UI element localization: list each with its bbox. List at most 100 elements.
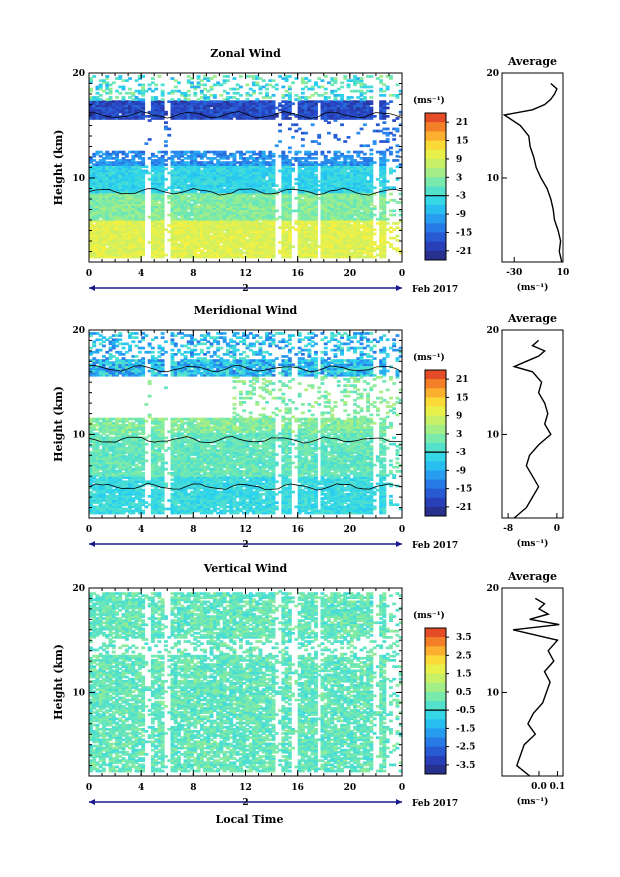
panel-title: Zonal Wind — [210, 47, 281, 60]
day-bar-arrow-right — [396, 541, 402, 547]
profile-title: Average — [507, 570, 557, 583]
x-tick-label: 0 — [399, 783, 405, 793]
heatmap-cells — [89, 75, 403, 258]
colorbar-tick-label: 15 — [456, 137, 469, 147]
x-tick-label: 16 — [291, 269, 304, 279]
x-tick-label: 12 — [239, 783, 252, 793]
x-tick-label: 16 — [291, 783, 304, 793]
colorbar-segment — [425, 407, 446, 417]
colorbar-segment — [425, 122, 446, 132]
profile-y-tick-label: 10 — [486, 688, 499, 698]
colorbar-tick-label: -15 — [456, 228, 472, 238]
colorbar-tick-label: 3 — [456, 430, 462, 440]
y-tick-label: 10 — [72, 688, 85, 698]
colorbar-segment — [425, 150, 446, 160]
day-bar-arrow-left — [89, 541, 95, 547]
colorbar-segment — [425, 196, 446, 206]
colorbar-tick-label: -15 — [456, 485, 472, 495]
colorbar-segment — [425, 397, 446, 407]
colorbar-unit: (ms⁻¹) — [413, 610, 445, 621]
profile-y-tick-label: 20 — [486, 326, 499, 336]
colorbar-segment — [425, 701, 446, 711]
colorbar-tick-label: -21 — [456, 247, 472, 257]
x-tick-label: 20 — [344, 783, 357, 793]
y-axis-label: Height (km) — [52, 386, 65, 462]
colorbar-segment — [425, 425, 446, 435]
x-tick-label: 0 — [399, 525, 405, 535]
colorbar-segment — [425, 470, 446, 480]
x-tick-label: 16 — [291, 525, 304, 535]
colorbar-tick-label: -1.5 — [456, 724, 475, 734]
x-tick-label: 4 — [138, 525, 144, 535]
x-tick-label: 4 — [138, 783, 144, 793]
colorbar-tick-label: -3 — [456, 192, 466, 202]
x-tick-label: 12 — [239, 525, 252, 535]
y-axis-label: Height (km) — [52, 644, 65, 720]
date-label: Feb 2017 — [412, 541, 458, 551]
colorbar-segment — [425, 223, 446, 233]
date-label: Feb 2017 — [412, 799, 458, 809]
colorbar-segment — [425, 756, 446, 766]
profile-x-tick-label: 0.1 — [550, 782, 566, 792]
colorbar-segment — [425, 461, 446, 471]
x-tick-label: 8 — [190, 269, 196, 279]
x-tick-label: 0 — [399, 269, 405, 279]
profile-line — [504, 84, 561, 263]
colorbar-segment — [425, 379, 446, 389]
x-tick-label: 20 — [344, 269, 357, 279]
profile-x-label: (ms⁻¹) — [517, 538, 549, 549]
profile-y-tick-label: 20 — [486, 69, 499, 79]
colorbar-segment — [425, 728, 446, 738]
colorbar-segment — [425, 131, 446, 141]
colorbar-tick-label: 21 — [456, 375, 469, 385]
x-tick-label: 20 — [344, 525, 357, 535]
colorbar-segment — [425, 452, 446, 462]
colorbar-unit: (ms⁻¹) — [413, 95, 445, 106]
x-tick-label: 0 — [86, 269, 92, 279]
day-label: 2 — [242, 284, 248, 294]
colorbar-segment — [425, 141, 446, 151]
profile-x-tick-label: -30 — [506, 268, 522, 278]
colorbar-segment — [425, 628, 446, 638]
profile-title: Average — [507, 312, 557, 325]
colorbar-segment — [425, 113, 446, 123]
profile-frame — [502, 588, 563, 776]
colorbar-tick-label: -3.5 — [456, 761, 475, 771]
colorbar-tick-label: -3 — [456, 448, 466, 458]
profile-x-label: (ms⁻¹) — [517, 282, 549, 293]
panel-title: Meridional Wind — [194, 304, 298, 317]
y-tick-label: 20 — [72, 326, 85, 336]
colorbar-tick-label: 21 — [456, 118, 469, 128]
colorbar-segment — [425, 187, 446, 197]
colorbar-segment — [425, 214, 446, 224]
day-bar-arrow-right — [396, 285, 402, 291]
colorbar-segment — [425, 434, 446, 444]
x-axis-label: Local Time — [216, 813, 284, 826]
colorbar-segment — [425, 692, 446, 702]
day-label: 2 — [242, 540, 248, 550]
colorbar-unit: (ms⁻¹) — [413, 352, 445, 363]
day-bar-arrow-left — [89, 799, 95, 805]
day-bar-arrow-left — [89, 285, 95, 291]
colorbar-tick-label: 9 — [456, 412, 462, 422]
x-tick-label: 0 — [86, 783, 92, 793]
x-tick-label: 4 — [138, 269, 144, 279]
colorbar-segment — [425, 480, 446, 490]
x-tick-label: 8 — [190, 525, 196, 535]
colorbar-segment — [425, 242, 446, 252]
profile-y-tick-label: 10 — [486, 174, 499, 184]
profile-line — [514, 340, 551, 518]
profile-x-label: (ms⁻¹) — [517, 796, 549, 807]
colorbar-segment — [425, 251, 446, 261]
colorbar-segment — [425, 205, 446, 215]
profile-x-tick-label: 0 — [554, 524, 560, 534]
y-tick-label: 20 — [72, 69, 85, 79]
colorbar-segment — [425, 637, 446, 647]
colorbar-segment — [425, 489, 446, 499]
colorbar-tick-label: -9 — [456, 210, 466, 220]
colorbar-segment — [425, 168, 446, 178]
colorbar-tick-label: 1.5 — [456, 670, 472, 680]
